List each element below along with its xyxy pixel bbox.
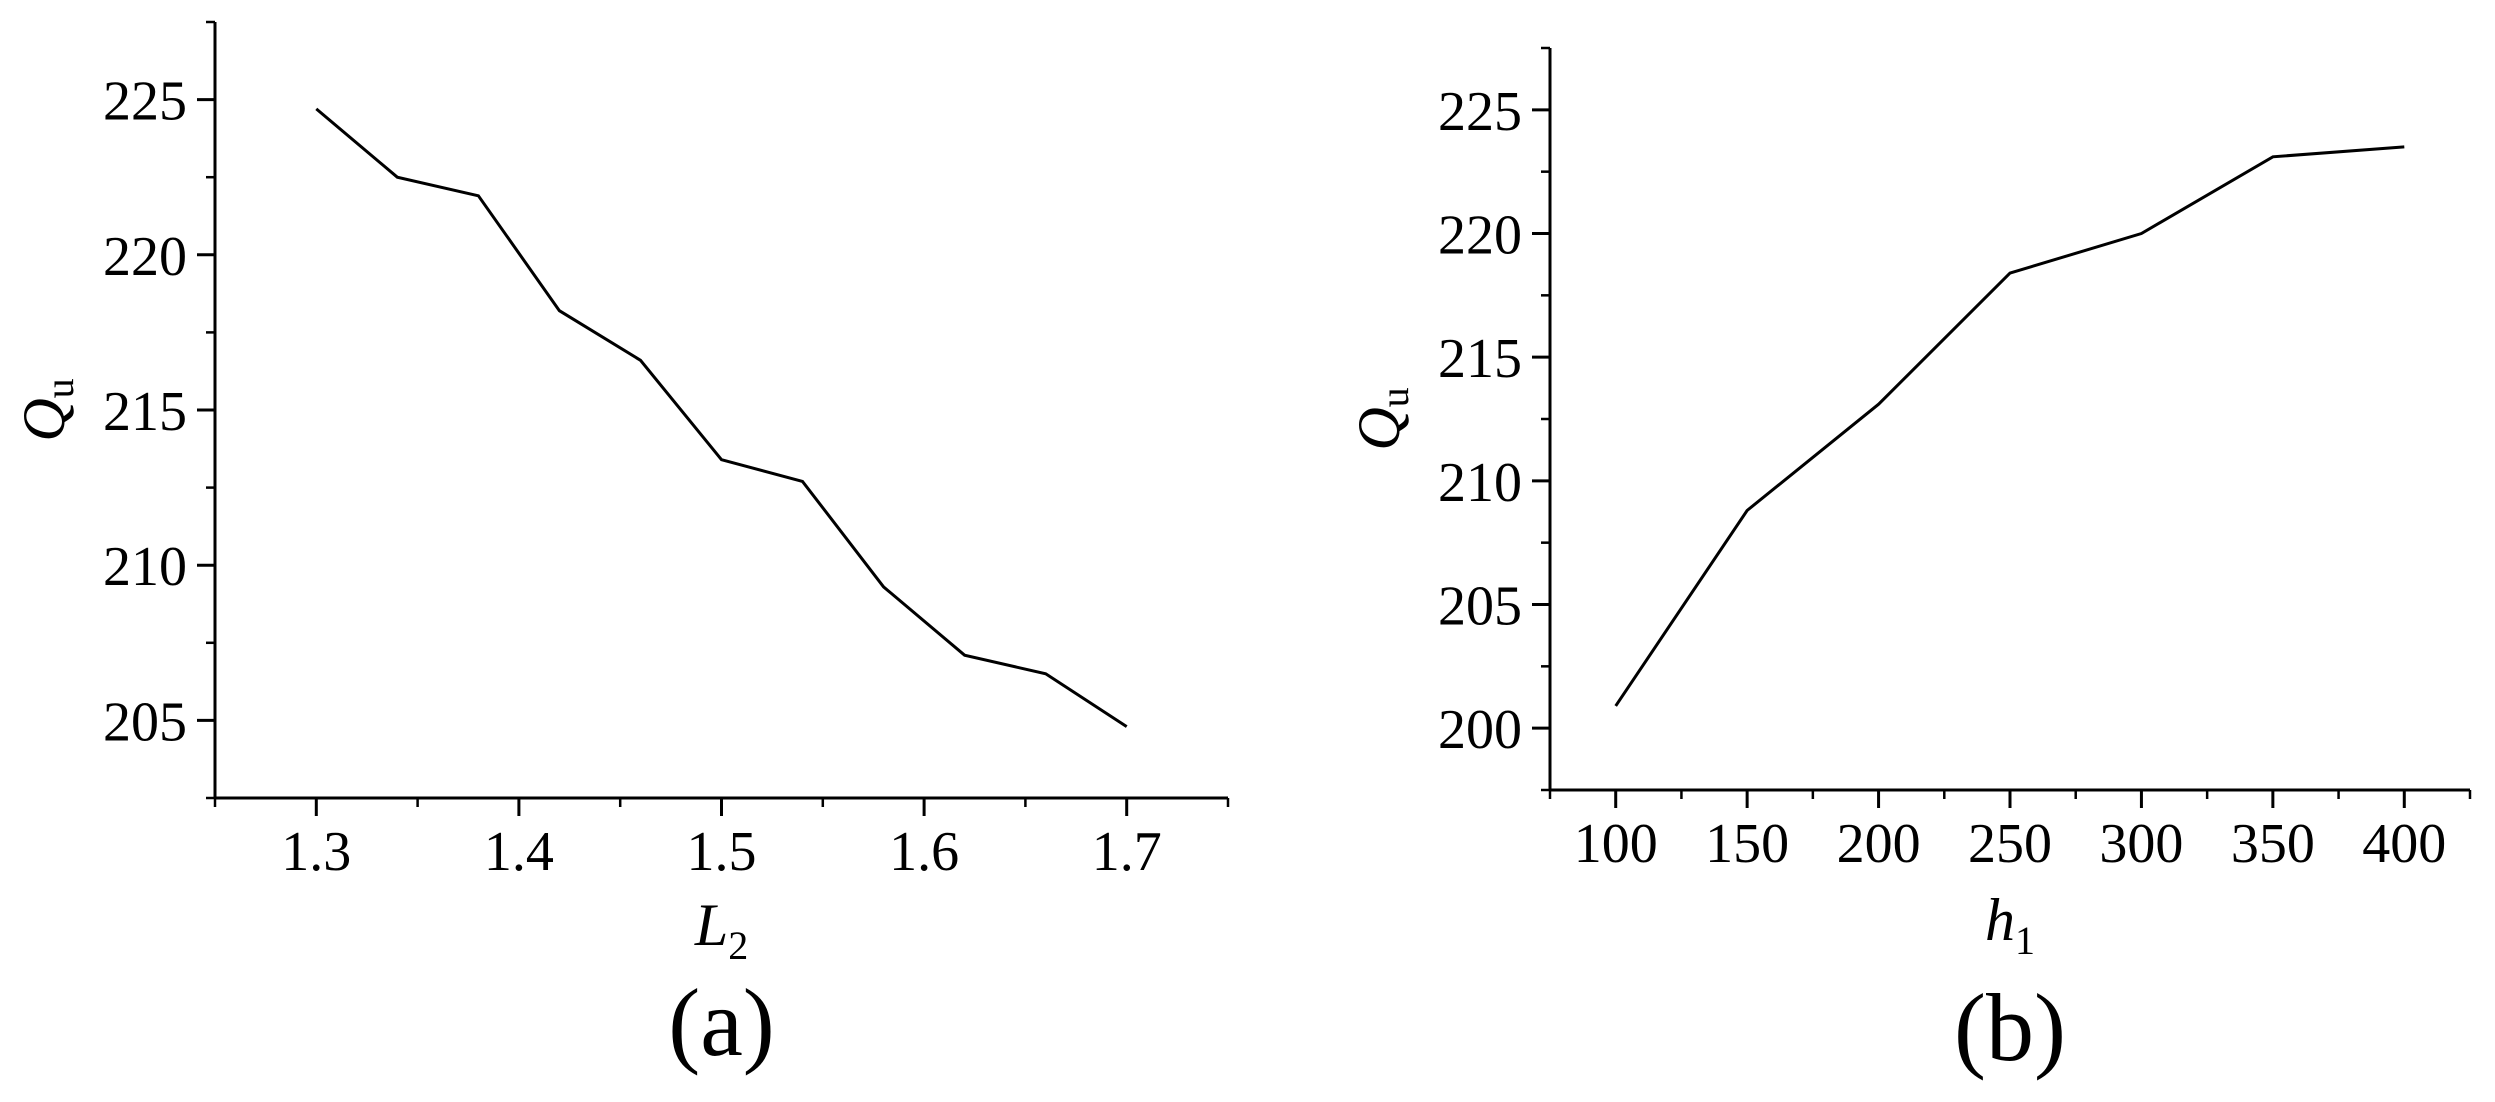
x-tick-label-b: 250 [1968, 813, 2052, 875]
y-tick-label-a: 210 [103, 536, 187, 598]
chart-b: 100 150 200 250 300 350 400 200 205 210 215 220 225 h… [1346, 46, 2472, 1081]
y-tick-label-b: 220 [1438, 205, 1522, 267]
x-tick-label-a: 1.6 [889, 821, 959, 883]
y-tick-label-b: 210 [1438, 452, 1522, 514]
y-axis-title-b: Qu [1346, 387, 1417, 450]
y-tick-label-a: 205 [103, 691, 187, 753]
x-tick-label-b: 350 [2231, 813, 2315, 875]
series-line-a-0 [315, 107, 1128, 728]
y-tick-label-b: 200 [1438, 699, 1522, 761]
x-tick-label-a: 1.5 [687, 821, 757, 883]
chart-a: 1.3 1.4 1.5 1.6 1.7 205 210 215 220 225 L2 Qu (a) [11, 20, 1230, 1076]
y-tick-label-b: 225 [1438, 81, 1522, 143]
x-tick-label-b: 200 [1837, 813, 1921, 875]
x-axis-title-b: h1 [1985, 887, 2035, 963]
y-tick-label-a: 215 [103, 381, 187, 443]
series-line-b-0 [1614, 145, 2405, 707]
x-tick-label-b: 300 [2099, 813, 2183, 875]
x-tick-label-a: 1.3 [281, 821, 351, 883]
y-axis-title-a: Qu [11, 378, 82, 441]
y-tick-label-a: 225 [103, 71, 187, 133]
x-tick-label-b: 100 [1574, 813, 1658, 875]
x-axis-title-a: L2 [694, 892, 748, 968]
x-tick-label-b: 400 [2362, 813, 2446, 875]
y-tick-label-b: 205 [1438, 576, 1522, 638]
x-tick-label-a: 1.7 [1092, 821, 1162, 883]
x-tick-label-a: 1.4 [484, 821, 554, 883]
y-tick-label-a: 220 [103, 226, 187, 288]
panel-label-a: (a) [668, 969, 775, 1076]
y-tick-label-b: 215 [1438, 328, 1522, 390]
panel-label-b: (b) [1954, 974, 2066, 1081]
x-tick-label-b: 150 [1705, 813, 1789, 875]
